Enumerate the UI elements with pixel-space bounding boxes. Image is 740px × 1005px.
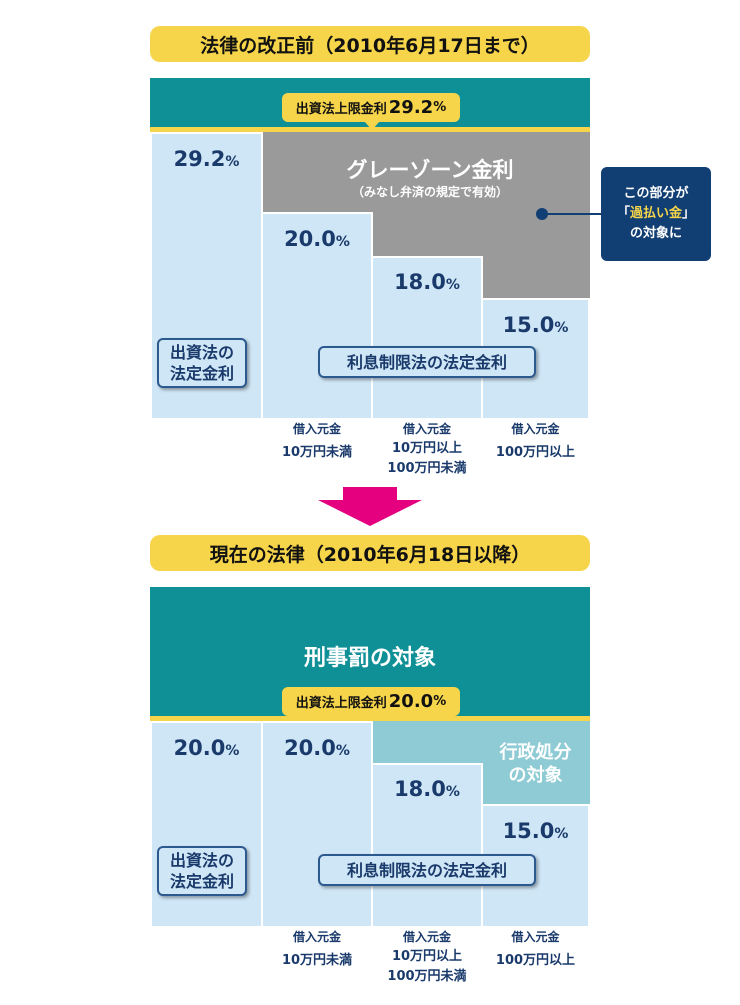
after-limit-badge: 出資法上限金利 20.0 % [282,687,460,716]
value-unit: % [445,277,460,293]
after-col-2 [261,721,373,928]
footer-line1: 借入元金 [292,930,341,944]
administrative-penalty-label: 行政処分 の対象 [481,721,590,806]
callout-bracket-close: 」 [682,206,696,221]
after-interest-law-box: 利息制限法の法定金利 [318,854,536,886]
criminal-penalty-label: 刑事罰の対象 [303,646,436,671]
before-col-3 [371,256,483,420]
before-col-1-value: 29.2% [150,147,263,171]
value-number: 15.0 [502,313,555,337]
down-arrow-icon [318,500,422,526]
box-text: 利息制限法の法定金利 [346,860,507,880]
before-col-2 [261,212,373,420]
gray-zone-subtitle: （みなし弁済の規定で有効） [351,185,508,199]
box-line1: 出資法の [169,851,234,870]
after-col-2-value: 20.0% [261,736,373,760]
callout-line1: この部分が [623,186,689,201]
value-number: 18.0 [394,270,446,294]
value-number: 18.0 [394,777,446,801]
overpayment-callout: この部分が 「過払い金」 の対象に [601,167,711,261]
limit-badge-unit: % [433,694,447,709]
after-col-3-value: 18.0% [371,777,483,801]
callout-bracket-open: 「 [616,206,630,221]
footer-line2: 10万円未満 [281,953,353,968]
value-unit: % [445,784,460,800]
footer-line3: 100万円未満 [387,461,467,476]
footer-line3: 100万円未満 [387,969,467,984]
footer-line2: 10万円以上 [391,949,463,964]
value-unit: % [554,320,569,336]
after-title: 現在の法律（2010年6月18日以降） [150,535,590,571]
before-footer-3: 借入元金 100万円以上 [481,419,590,463]
callout-dot [536,208,548,220]
limit-badge-label: 出資法上限金利 [295,696,387,711]
gray-zone-step2 [372,214,590,258]
footer-line1: 借入元金 [511,930,560,944]
limit-badge-value: 20.0 [388,691,434,712]
value-unit: % [225,154,240,170]
admin-line2: の対象 [508,764,563,786]
after-footer-2: 借入元金 10万円以上 100万円未満 [371,927,483,987]
gray-zone-step3 [481,258,590,300]
after-investment-law-box: 出資法の 法定金利 [157,846,247,896]
footer-line2: 10万円未満 [281,445,353,460]
before-investment-law-box: 出資法の 法定金利 [157,338,247,388]
before-footer-1: 借入元金 10万円未満 [261,419,373,463]
value-unit: % [225,743,240,759]
before-col-2-value: 20.0% [261,227,373,251]
value-unit: % [554,826,569,842]
footer-line1: 借入元金 [402,930,451,944]
after-footer-3: 借入元金 100万円以上 [481,927,590,971]
limit-badge-value: 29.2 [388,97,434,118]
footer-line1: 借入元金 [511,422,560,436]
value-number: 20.0 [173,736,226,760]
callout-line3: の対象に [629,226,682,241]
box-line2: 法定金利 [169,364,234,383]
footer-line1: 借入元金 [292,422,341,436]
value-number: 20.0 [284,736,336,760]
after-badge-tail [364,715,380,724]
after-col-3 [371,763,483,928]
footer-line2: 100万円以上 [495,953,576,968]
value-number: 15.0 [502,819,555,843]
box-line2: 法定金利 [169,872,234,891]
before-badge-tail [364,121,380,130]
gray-zone-title: グレーゾーン金利 [346,158,514,182]
value-unit: % [335,743,350,759]
arrow-shaft [343,487,397,501]
footer-line2: 100万円以上 [495,445,576,460]
callout-highlight: 過払い金 [629,206,682,221]
limit-badge-unit: % [433,100,447,115]
value-number: 20.0 [284,227,336,251]
after-col-4-value: 15.0% [481,819,590,843]
after-footer-1: 借入元金 10万円未満 [261,927,373,971]
gray-zone [262,132,590,214]
before-limit-badge: 出資法上限金利 29.2 % [282,93,460,122]
box-text: 利息制限法の法定金利 [346,352,507,372]
admin-line1: 行政処分 [499,741,572,763]
footer-line2: 10万円以上 [391,441,463,456]
footer-line1: 借入元金 [402,422,451,436]
after-col-1-value: 20.0% [150,736,263,760]
box-line1: 出資法の [169,343,234,362]
callout-line2: 「過払い金」 [601,204,711,224]
value-number: 29.2 [173,147,226,171]
value-unit: % [335,234,350,250]
before-title: 法律の改正前（2010年6月17日まで） [150,26,590,62]
before-col-3-value: 18.0% [371,270,483,294]
before-interest-law-box: 利息制限法の法定金利 [318,346,536,378]
callout-connector [541,213,603,215]
before-col-4-value: 15.0% [481,313,590,337]
before-footer-2: 借入元金 10万円以上 100万円未満 [371,419,483,479]
limit-badge-label: 出資法上限金利 [295,102,387,117]
